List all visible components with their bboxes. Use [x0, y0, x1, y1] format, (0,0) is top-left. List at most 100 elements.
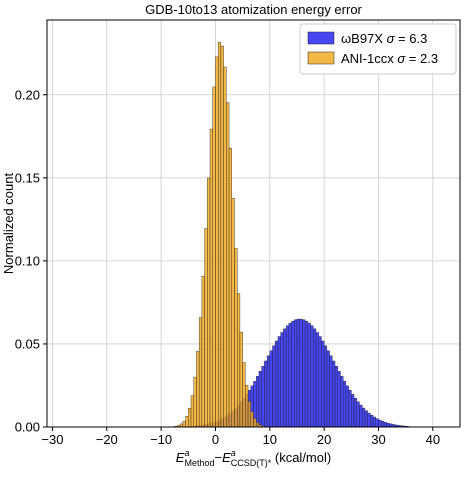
histogram-bar	[375, 418, 379, 428]
histogram-bar	[318, 336, 322, 428]
histogram-bar	[226, 102, 230, 428]
histogram-bar	[247, 401, 251, 428]
histogram-bar	[353, 398, 357, 428]
y-tick-label: 0.15	[15, 170, 40, 185]
histogram-bar	[291, 320, 295, 428]
histogram-bar	[242, 362, 246, 428]
histogram-bar	[307, 322, 311, 428]
y-ticks: 0.00 0.05 0.10 0.15 0.20	[15, 87, 47, 435]
histogram-bar	[190, 395, 194, 428]
histogram-bar	[223, 66, 227, 428]
histogram-bar	[304, 320, 309, 428]
histogram-bar	[288, 322, 292, 428]
legend: ωB97X σ = 6.3 ANI-1ccx σ = 2.3	[299, 23, 457, 75]
chart-title: GDB-10to13 atomization energy error	[145, 2, 362, 17]
histogram-bar	[337, 371, 341, 428]
histogram-bar	[296, 318, 300, 428]
histogram-bar	[348, 390, 352, 428]
x-tick-label: 20	[317, 432, 331, 447]
legend-label-0: ωB97X σ = 6.3	[341, 31, 427, 46]
histogram-bar	[256, 422, 260, 428]
histogram-bar	[231, 198, 235, 428]
histogram-bar	[228, 147, 232, 428]
histogram-bar	[182, 420, 186, 428]
histogram-bar	[345, 385, 349, 428]
histogram-bar	[266, 355, 271, 428]
histogram-bar	[188, 407, 192, 428]
plot-area	[47, 20, 460, 427]
histogram-bar	[299, 318, 303, 428]
histogram-bar	[256, 376, 260, 428]
histogram-bar	[277, 336, 281, 428]
x-axis-label: Ea Method−Ea CCSD(T)* (kcal/mol)	[176, 448, 331, 468]
histogram-bar	[364, 410, 368, 428]
legend-box	[299, 23, 457, 75]
histogram-bar	[236, 293, 241, 428]
histogram-bar	[386, 422, 390, 428]
histogram-bar	[321, 340, 325, 428]
histogram-bar	[272, 345, 276, 428]
histogram-bar	[250, 411, 254, 428]
histogram-bar	[201, 275, 205, 428]
histogram-bar	[234, 247, 238, 428]
histogram-bar	[359, 404, 363, 428]
x-tick-label: −30	[41, 432, 63, 447]
histogram-bar	[245, 385, 249, 428]
histogram-bar	[285, 325, 290, 428]
x-tick-label: 30	[371, 432, 385, 447]
histogram-bar	[370, 414, 374, 428]
histogram-bar	[217, 42, 222, 428]
histogram-bar	[264, 360, 268, 428]
histogram-bar	[351, 394, 355, 428]
histogram-bar	[329, 355, 333, 428]
histogram-bar	[310, 325, 314, 428]
histogram-bar	[196, 351, 200, 428]
histogram-bar	[356, 401, 360, 428]
histogram-bar	[215, 56, 219, 428]
histogram-bar	[220, 45, 224, 428]
x-tick-label: 0	[212, 432, 219, 447]
axes-frame	[46, 19, 461, 428]
histogram-bar	[340, 376, 344, 428]
histogram-bar	[275, 340, 279, 428]
histogram-bar	[207, 177, 211, 428]
histogram-bar	[372, 416, 376, 428]
histogram-bar	[261, 365, 265, 428]
histogram-bar	[326, 350, 330, 428]
x-tick-label: −20	[96, 432, 118, 447]
histogram-bar	[323, 345, 328, 428]
histogram-bar	[185, 416, 189, 428]
x-tick-label: −10	[150, 432, 172, 447]
histogram-bar	[361, 407, 366, 428]
y-tick-label: 0.05	[15, 336, 40, 351]
histogram-bar	[302, 319, 306, 428]
grid	[47, 20, 460, 428]
histogram-bar	[209, 128, 213, 428]
y-tick-label: 0.20	[15, 87, 40, 102]
histogram-bar	[383, 422, 387, 428]
histogram-bar	[212, 86, 216, 428]
legend-swatch-1	[307, 51, 335, 65]
histogram-bar	[332, 360, 336, 428]
histogram-bar	[198, 317, 203, 428]
histogram-bar	[313, 328, 317, 428]
histogram-bar	[258, 371, 262, 428]
x-tick-label: 40	[426, 432, 440, 447]
x-ticks: −30 −20 −10 0 10 20 30 40	[41, 427, 440, 447]
histogram-bar	[253, 418, 257, 428]
histogram-bar	[381, 421, 385, 428]
histogram-bar	[334, 365, 338, 428]
histogram-bar	[342, 380, 347, 428]
legend-label-1: ANI-1ccx σ = 2.3	[341, 51, 438, 66]
histogram-bar	[193, 376, 197, 428]
y-tick-label: 0.10	[15, 253, 40, 268]
histogram-bar	[378, 419, 382, 428]
histogram-bar	[294, 319, 298, 428]
histogram-bar	[280, 332, 284, 428]
x-tick-label: 10	[263, 432, 277, 447]
histogram-bar	[239, 331, 243, 428]
histogram-bar	[269, 350, 273, 428]
histogram-bar	[315, 332, 319, 428]
